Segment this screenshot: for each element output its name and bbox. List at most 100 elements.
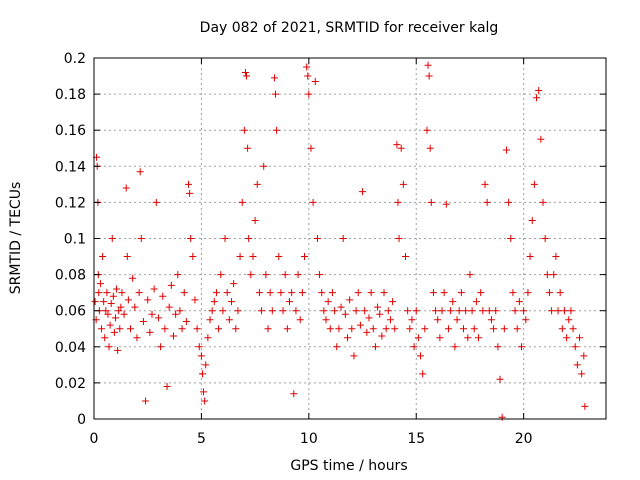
- data-point: [451, 343, 459, 351]
- data-point: [444, 325, 452, 333]
- data-point: [578, 370, 586, 378]
- data-point: [200, 388, 208, 396]
- data-point: [223, 289, 231, 297]
- data-point: [98, 325, 106, 333]
- data-point: [139, 318, 147, 326]
- data-point: [129, 274, 137, 282]
- data-point: [197, 352, 205, 360]
- data-point: [283, 325, 291, 333]
- data-point: [475, 334, 483, 342]
- data-point: [509, 289, 517, 297]
- data-point: [425, 72, 433, 80]
- data-point: [518, 343, 526, 351]
- data-point: [137, 235, 145, 242]
- data-point: [363, 328, 371, 336]
- data-point: [101, 334, 109, 342]
- data-point: [189, 253, 197, 261]
- data-point: [172, 310, 180, 318]
- data-point: [530, 180, 538, 188]
- data-point: [414, 334, 422, 342]
- data-point: [238, 198, 246, 206]
- data-point: [466, 271, 474, 279]
- data-point: [206, 316, 214, 324]
- data-point: [198, 370, 206, 378]
- data-point: [273, 126, 281, 134]
- data-point: [455, 307, 463, 315]
- data-point: [146, 328, 154, 336]
- data-point: [204, 334, 212, 342]
- grid: [94, 58, 606, 419]
- data-point: [386, 316, 394, 324]
- data-point: [494, 343, 502, 351]
- data-point: [123, 253, 131, 261]
- data-point: [243, 72, 251, 80]
- data-point: [292, 307, 300, 315]
- data-point: [515, 298, 523, 306]
- data-point: [412, 307, 420, 315]
- data-point: [573, 361, 581, 369]
- data-point: [236, 253, 244, 261]
- data-point: [507, 235, 515, 242]
- data-point: [356, 321, 364, 329]
- y-tick-label: 0.14: [55, 159, 86, 175]
- x-tick-label: 15: [407, 431, 425, 447]
- data-point: [217, 271, 225, 279]
- data-point: [221, 235, 229, 242]
- data-point: [576, 334, 584, 342]
- data-point: [350, 352, 358, 360]
- data-point: [548, 307, 556, 315]
- data-point: [391, 325, 399, 333]
- data-point: [554, 307, 562, 315]
- data-point: [270, 74, 278, 82]
- data-point: [541, 235, 549, 242]
- data-point: [453, 316, 461, 324]
- data-point: [262, 271, 270, 279]
- data-point: [367, 289, 375, 297]
- data-point: [105, 343, 113, 351]
- data-point: [303, 63, 311, 71]
- data-point: [487, 316, 495, 324]
- data-point: [470, 325, 478, 333]
- data-point: [305, 90, 313, 98]
- data-point: [462, 307, 470, 315]
- data-point: [294, 271, 302, 279]
- data-point: [178, 325, 186, 333]
- data-point: [324, 298, 332, 306]
- data-point: [102, 307, 110, 315]
- data-point: [118, 289, 126, 297]
- data-point: [502, 146, 510, 154]
- data-point: [374, 303, 382, 311]
- data-point: [500, 325, 508, 333]
- data-point: [180, 289, 188, 297]
- data-point: [343, 334, 351, 342]
- data-point: [268, 307, 276, 315]
- data-point: [316, 271, 324, 279]
- data-point: [477, 289, 485, 297]
- data-point: [569, 325, 577, 333]
- y-tick-label: 0: [77, 412, 86, 428]
- y-tick-label: 0.18: [55, 87, 86, 103]
- data-point: [244, 144, 252, 152]
- data-point: [111, 314, 119, 322]
- data-point: [436, 334, 444, 342]
- chart-title: Day 082 of 2021, SRMTID for receiver kal…: [200, 20, 499, 36]
- data-point: [341, 310, 349, 318]
- data-point: [225, 316, 233, 324]
- data-point: [210, 298, 218, 306]
- data-point: [394, 198, 402, 206]
- data-point: [275, 253, 283, 261]
- data-point: [167, 281, 175, 289]
- data-point: [520, 307, 528, 315]
- data-point: [186, 189, 194, 197]
- data-point: [365, 314, 373, 322]
- data-point: [406, 325, 414, 333]
- data-point: [110, 328, 118, 336]
- data-point: [380, 289, 388, 297]
- x-axis: 0 5 10 15 20: [90, 58, 533, 447]
- data-point: [311, 77, 319, 85]
- data-point: [131, 303, 139, 311]
- data-point: [91, 298, 99, 306]
- data-point: [558, 325, 566, 333]
- data-point: [122, 184, 130, 192]
